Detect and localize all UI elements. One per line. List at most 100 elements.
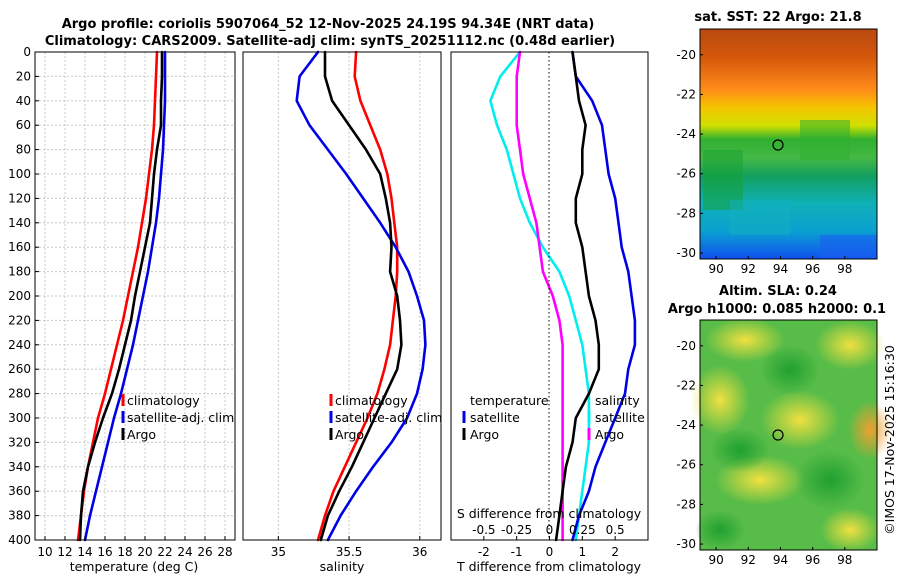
temperature-xlabel: temperature (deg C) <box>70 559 199 574</box>
imos-credit: ©IMOS 17-Nov-2025 15:16:30 <box>882 345 897 535</box>
map-x-tick-label: 96 <box>805 553 820 567</box>
y-tick-label: 360 <box>8 484 31 498</box>
sla-map: Altim. SLA: 0.24 Argo h1000: 0.085 h2000… <box>668 284 892 567</box>
map-y-tick-label: -20 <box>676 339 696 353</box>
map-x-tick-label: 92 <box>741 262 756 276</box>
y-tick-label: 340 <box>8 460 31 474</box>
y-tick-label: 220 <box>8 313 31 327</box>
series-line-argo <box>319 50 403 542</box>
map-y-tick-label: -20 <box>676 48 696 62</box>
y-tick-label: 20 <box>16 69 31 83</box>
sla-blob <box>815 320 885 370</box>
series-line-satellite-adj-clim <box>83 50 167 542</box>
legend-label-salinity: salinity <box>595 393 640 408</box>
map-y-tick-label: -22 <box>676 87 696 101</box>
series-line-temperature-satellite <box>489 50 591 542</box>
y-tick-label: 380 <box>8 509 31 523</box>
temperature-legend: climatology satellite-adj. clim Argo <box>121 393 234 442</box>
legend-label-satellite: satellite-adj. clim <box>127 410 234 425</box>
y-tick-label: 60 <box>16 118 31 132</box>
map-y-tick-label: -26 <box>676 458 696 472</box>
y-tick-label: 300 <box>8 411 31 425</box>
x-tick-label: -1 <box>511 545 523 559</box>
sla-blob <box>695 510 745 550</box>
map-x-tick-label: 98 <box>837 262 852 276</box>
map-y-tick-label: -26 <box>676 167 696 181</box>
sla-map-title-line1: Altim. SLA: 0.24 <box>719 284 837 299</box>
salinity-difference-legend: salinity satellite Argo <box>587 393 645 442</box>
x-tick-label: 10 <box>37 545 52 559</box>
y-tick-label: 180 <box>8 265 31 279</box>
y-tick-label: 0 <box>23 45 31 59</box>
argo-location-marker <box>772 429 784 441</box>
y-tick-label: 320 <box>8 435 31 449</box>
sla-blob <box>705 318 785 362</box>
map-x-tick-label: 96 <box>805 262 820 276</box>
x-tick-label: 28 <box>217 545 232 559</box>
legend-label-satellite: satellite <box>470 410 520 425</box>
s-difference-tick-label: 0.25 <box>569 523 596 537</box>
difference-panel: -2 -1 0 1 2 T difference from climatology S … <box>450 50 649 574</box>
sla-blob <box>795 450 865 510</box>
y-tick-label: 240 <box>8 338 31 352</box>
x-tick-label: 18 <box>117 545 132 559</box>
y-tick-label: 120 <box>8 191 31 205</box>
x-tick-label: 1 <box>579 545 587 559</box>
legend-label-argo: Argo <box>335 427 364 442</box>
map-x-tick-label: 90 <box>708 553 723 567</box>
s-difference-tick-label: -0.5 <box>472 523 495 537</box>
sst-map-title: sat. SST: 22 Argo: 21.8 <box>694 10 861 25</box>
x-tick-label: 35 <box>271 545 286 559</box>
y-tick-label: 140 <box>8 216 31 230</box>
map-x-tick-label: 94 <box>773 262 788 276</box>
s-difference-tick-label: -0.25 <box>501 523 532 537</box>
t-difference-xlabel: T difference from climatology <box>456 559 642 574</box>
x-tick-label: 36 <box>412 545 427 559</box>
sla-blob <box>760 390 840 450</box>
x-tick-label: 16 <box>97 545 112 559</box>
map-y-tick-label: -24 <box>676 127 696 141</box>
x-tick-label: 0 <box>546 545 554 559</box>
figure-title-line1: Argo profile: coriolis 5907064_52 12-Nov… <box>62 17 595 32</box>
y-tick-label: 200 <box>8 289 31 303</box>
legend-label-argo: Argo <box>595 427 624 442</box>
map-y-tick-label: -28 <box>676 497 696 511</box>
map-x-tick-label: 98 <box>837 553 852 567</box>
x-tick-label: 26 <box>197 545 212 559</box>
legend-label-argo: Argo <box>127 427 156 442</box>
argo-location-marker <box>772 139 784 151</box>
series-line-salinity-argo <box>515 50 564 542</box>
map-y-tick-label: -28 <box>676 206 696 220</box>
series-line-climatology <box>316 50 399 542</box>
y-tick-label: 40 <box>16 94 31 108</box>
map-x-tick-label: 90 <box>708 262 723 276</box>
sla-blob <box>710 428 770 472</box>
x-tick-label: -2 <box>478 545 490 559</box>
map-y-tick-label: -30 <box>676 537 696 551</box>
s-difference-tick-label: 0 <box>546 523 554 537</box>
sla-map-frame <box>699 319 878 551</box>
y-tick-label: 80 <box>16 143 31 157</box>
sla-map-title-line2: Argo h1000: 0.085 h2000: 0.1 <box>668 302 886 317</box>
salinity-xlabel: salinity <box>320 559 365 574</box>
s-difference-label: S difference from climatology <box>457 506 642 521</box>
map-y-tick-label: -30 <box>676 246 696 260</box>
legend-label-temperature: temperature <box>470 393 549 408</box>
salinity-axes-frame <box>242 51 442 541</box>
sla-blob <box>690 365 750 435</box>
x-tick-label: 24 <box>177 545 192 559</box>
x-tick-label: 12 <box>57 545 72 559</box>
sla-blob <box>848 400 892 460</box>
map-x-tick-label: 92 <box>741 553 756 567</box>
salinity-panel: 35 35.5 36 salinity climatology satellite-… <box>242 50 442 574</box>
map-y-tick-label: -24 <box>676 418 696 432</box>
y-tick-label: 280 <box>8 387 31 401</box>
sst-map: sat. SST: 22 Argo: 21.8 90 92 94 96 98 -20 -22… <box>676 10 878 276</box>
map-x-tick-label: 94 <box>773 553 788 567</box>
x-tick-label: 2 <box>611 545 619 559</box>
sst-patch <box>730 200 790 235</box>
x-tick-label: 22 <box>157 545 172 559</box>
sla-blob <box>820 508 880 552</box>
legend-label-climatology: climatology <box>127 393 200 408</box>
y-tick-label: 160 <box>8 240 31 254</box>
